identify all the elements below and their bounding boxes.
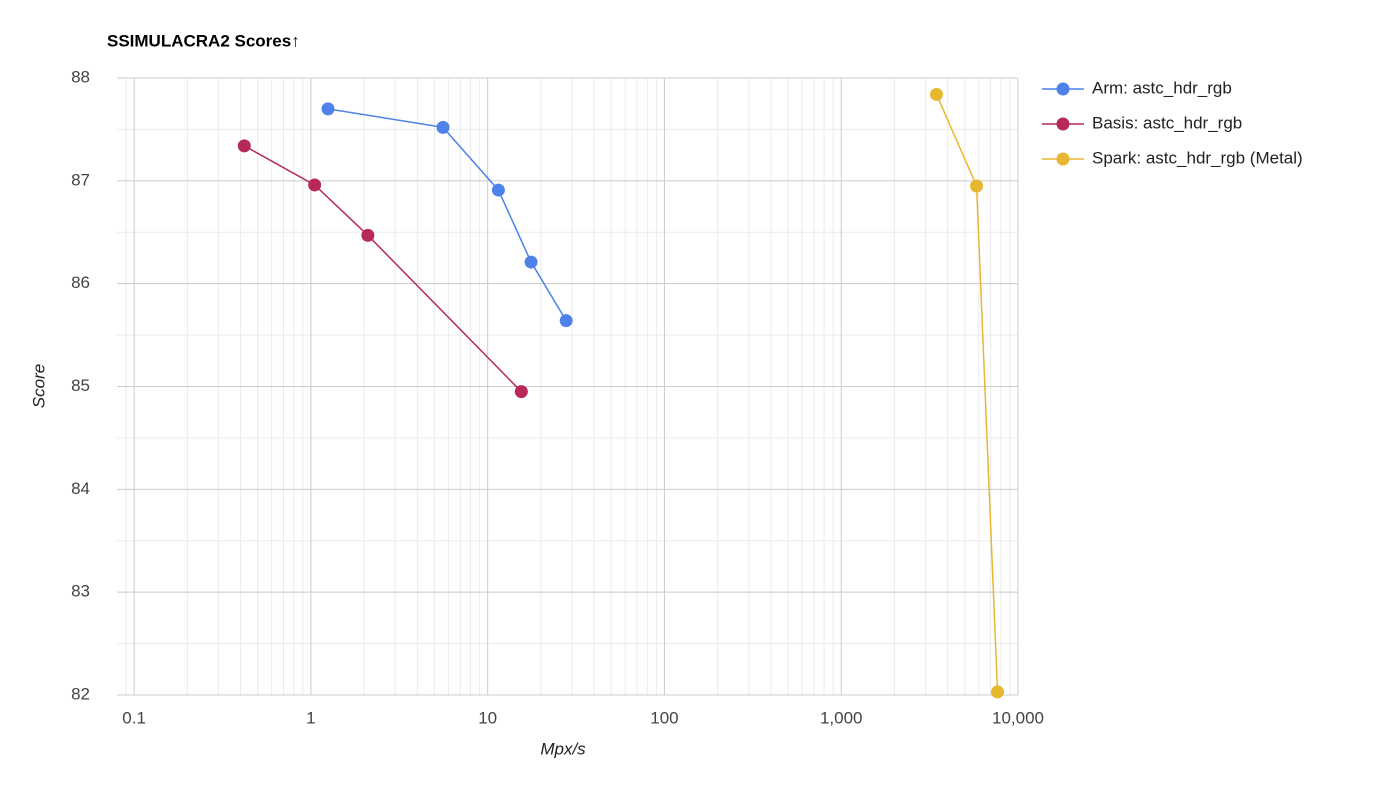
x-tick-label: 1,000 — [820, 708, 863, 727]
legend-marker — [1056, 117, 1070, 131]
data-point — [514, 385, 528, 399]
x-axis-label: Mpx/s — [540, 739, 586, 758]
legend-marker — [1056, 82, 1070, 96]
data-point — [361, 228, 375, 242]
y-tick-label: 85 — [71, 376, 90, 395]
y-tick-label: 83 — [71, 582, 90, 601]
y-axis-label: Score — [29, 364, 48, 408]
y-tick-label: 88 — [71, 67, 90, 86]
x-tick-label: 10 — [478, 708, 497, 727]
chart-title: SSIMULACRA2 Scores↑ — [107, 31, 300, 50]
data-point — [559, 314, 573, 328]
legend-label: Arm: astc_hdr_rgb — [1092, 78, 1232, 97]
y-tick-label: 82 — [71, 684, 90, 703]
data-point — [491, 183, 505, 197]
series-line — [243, 145, 522, 393]
x-tick-label: 100 — [650, 708, 678, 727]
data-point — [436, 120, 450, 134]
data-point — [970, 179, 984, 193]
y-tick-label: 87 — [71, 170, 90, 189]
data-point — [930, 87, 944, 101]
x-tick-label: 0.1 — [122, 708, 146, 727]
data-point — [991, 685, 1005, 699]
legend-marker — [1056, 152, 1070, 166]
data-point — [308, 178, 322, 192]
x-tick-label: 1 — [306, 708, 315, 727]
data-point — [237, 139, 251, 153]
legend-label: Basis: astc_hdr_rgb — [1092, 113, 1242, 132]
legend-label: Spark: astc_hdr_rgb (Metal) — [1092, 148, 1303, 167]
series-line — [935, 94, 999, 692]
y-tick-label: 84 — [71, 479, 90, 498]
data-point — [524, 255, 538, 269]
data-point — [321, 102, 335, 116]
y-tick-label: 86 — [71, 273, 90, 292]
x-tick-label: 10,000 — [992, 708, 1044, 727]
